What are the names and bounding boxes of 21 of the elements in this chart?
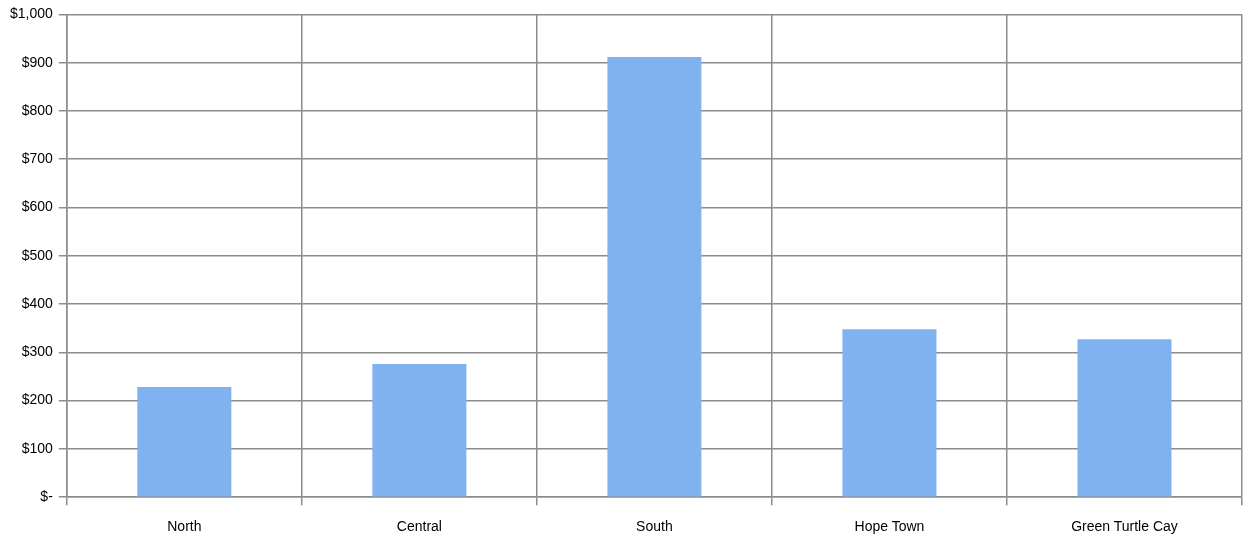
x-tick-label: North [167, 518, 202, 535]
x-tick-label: Hope Town [854, 518, 925, 535]
bar [372, 363, 467, 497]
bar [137, 387, 232, 497]
y-tick-label: $300 [21, 343, 54, 360]
y-tick-label: $400 [21, 294, 54, 311]
y-tick-label: $800 [21, 101, 54, 118]
bar [607, 56, 702, 497]
bar [842, 329, 937, 497]
y-tick-label: $- [40, 488, 54, 505]
y-tick-label: $1,000 [9, 5, 54, 22]
y-tick-label: $500 [21, 246, 54, 263]
x-tick-label: Central [396, 518, 442, 535]
x-tick-label: Green Turtle Cay [1071, 518, 1178, 535]
y-tick-label: $200 [21, 391, 54, 408]
y-tick-label: $100 [21, 439, 54, 456]
y-tick-label: $600 [21, 198, 54, 215]
bar [1077, 339, 1172, 497]
y-tick-label: $700 [21, 150, 54, 167]
y-tick-label: $900 [21, 53, 54, 70]
x-tick-label: South [636, 518, 673, 535]
